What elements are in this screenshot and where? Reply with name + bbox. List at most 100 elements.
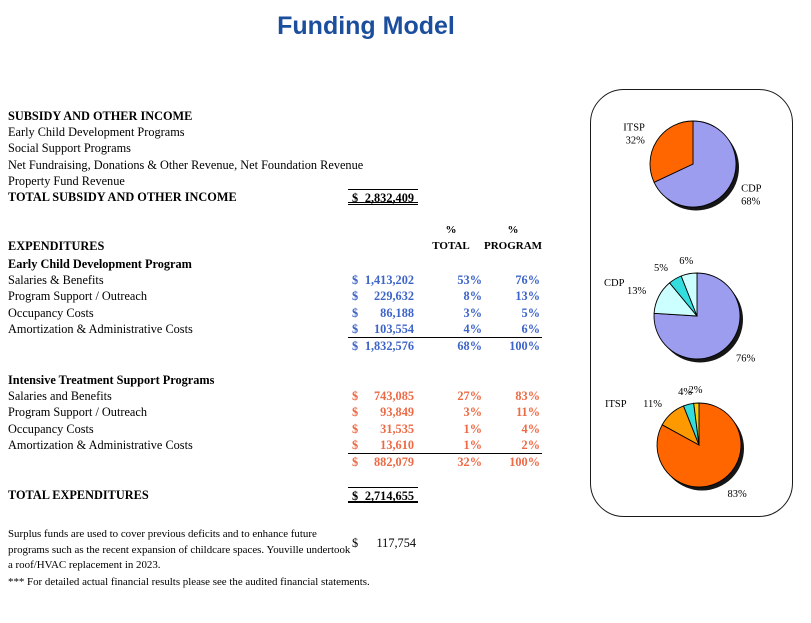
row-label: Amortization & Administrative Costs (8, 321, 193, 336)
row-value: $103,554 (348, 321, 418, 337)
amount: 1,832,576 (364, 338, 414, 353)
table-row: Program Support / Outreach $229,632 8% 1… (8, 288, 542, 304)
table-row: Salaries & Benefits $1,413,202 53% 76% (8, 272, 542, 288)
pct-program: 83% (515, 389, 540, 404)
pie-slice (693, 402, 700, 446)
pct-total: 1% (463, 437, 482, 452)
pct-total: 27% (457, 389, 482, 404)
income-line: Net Fundraising, Donations & Other Reven… (8, 157, 364, 172)
pct-program: 6% (521, 321, 540, 336)
table-row: Salaries and Benefits $743,085 27% 83% (8, 388, 542, 404)
row-label: Salaries & Benefits (8, 273, 104, 288)
subtotal-pct-total: 68% (457, 338, 482, 353)
pie-itsp-expenditure-breakdown: 83% 11% 4%2% ITSP (605, 385, 747, 500)
group-name: Intensive Treatment Support Programs (8, 373, 215, 387)
amount: 93,849 (380, 405, 414, 420)
table-row: Occupancy Costs $86,188 3% 5% (8, 305, 542, 321)
amount: 1,413,202 (364, 273, 414, 288)
pct-sign-program: % (507, 224, 519, 236)
amount: 103,554 (374, 321, 414, 336)
pie-funding-split: CDP 68% ITSP 32% (623, 120, 762, 211)
pct-program: 2% (521, 437, 540, 452)
amount: 13,610 (380, 437, 414, 452)
currency-symbol: $ (352, 454, 359, 469)
pie-slice (649, 120, 694, 183)
pie-slice-label: 11% (643, 399, 662, 410)
currency-symbol: $ (352, 489, 359, 503)
pie-slice-label: 68% (741, 197, 761, 208)
currency-symbol: $ (352, 405, 359, 420)
pie-charts-svg: CDP 68% ITSP 32% 76% 13% 5% 6% CDP 83% 11% 4%2% ITSP (604, 120, 762, 500)
pie-slice (680, 272, 698, 317)
total-expenditures-section: TOTAL EXPENDITURES $ 2,714,655 (8, 487, 418, 504)
pct-program: 13% (515, 289, 540, 304)
amount: 229,632 (374, 289, 414, 304)
row-value: $743,085 (348, 388, 418, 404)
row-label: Amortization & Administrative Costs (8, 437, 193, 452)
pct-total: 8% (463, 289, 482, 304)
subtotal-value: $882,079 (348, 454, 418, 469)
pie-slice-label: 5% (654, 263, 668, 274)
subtotal-value: $1,832,576 (348, 338, 418, 353)
row-label: Occupancy Costs (8, 305, 94, 320)
footnote: *** For detailed actual financial result… (8, 576, 370, 588)
pct-total: 53% (457, 273, 482, 288)
row-label: Salaries and Benefits (8, 389, 112, 404)
col-header-program: PROGRAM (484, 240, 543, 253)
pie-slice (653, 120, 737, 208)
subtotal-row: $882,079 32% 100% (8, 452, 542, 469)
pct-total: 4% (463, 321, 482, 336)
income-header: SUBSIDY AND OTHER INCOME (8, 109, 193, 123)
amount: 31,535 (380, 421, 414, 436)
table-row: Amortization & Administrative Costs $13,… (8, 437, 542, 453)
currency-symbol: $ (352, 273, 359, 288)
pie-side-label: ITSP (605, 399, 627, 410)
currency-symbol: $ (352, 536, 359, 550)
pie-slice-label: 76% (736, 354, 756, 365)
pie-cdp-expenditure-breakdown: 76% 13% 5% 6% CDP (604, 256, 756, 365)
pie-slice-label: 4% (678, 387, 692, 398)
pie-slice-label: ITSP (623, 123, 645, 134)
surplus-value: $ 117,754 (352, 536, 416, 551)
currency-symbol: $ (352, 421, 359, 436)
total-expenditures-row: TOTAL EXPENDITURES $ 2,714,655 (8, 487, 418, 504)
group-name: Early Child Development Program (8, 257, 192, 271)
currency-symbol: $ (352, 289, 359, 304)
expenditures-header: EXPENDITURES (8, 239, 105, 254)
row-value: $13,610 (348, 437, 418, 453)
amount: 743,085 (374, 389, 414, 404)
pie-side-label: CDP (604, 278, 625, 289)
currency-symbol: $ (352, 389, 359, 404)
income-section: SUBSIDY AND OTHER INCOME Early Child Dev… (8, 108, 418, 206)
pie-slice-label: CDP (741, 184, 762, 195)
table-row: Occupancy Costs $31,535 1% 4% (8, 421, 542, 437)
row-label: Occupancy Costs (8, 421, 94, 436)
pct-total: 3% (463, 405, 482, 420)
income-total-row: TOTAL SUBSIDY AND OTHER INCOME $ 2,832,4… (8, 188, 418, 206)
surplus-note: Surplus funds are used to cover previous… (8, 528, 351, 571)
currency-symbol: $ (352, 437, 359, 452)
pct-program: 4% (521, 421, 540, 436)
page-title: Funding Model (277, 12, 455, 40)
pie-slice-label: 83% (728, 489, 748, 500)
row-value: $229,632 (348, 288, 418, 304)
amount: 117,754 (376, 536, 416, 550)
currency-symbol: $ (352, 190, 359, 205)
row-value: $86,188 (348, 305, 418, 321)
row-label: Program Support / Outreach (8, 289, 147, 304)
row-value: $1,413,202 (348, 272, 418, 288)
cdp-group: Early Child Development Program Salaries… (8, 256, 542, 353)
pie-slice-label: 2% (689, 385, 703, 396)
currency-symbol: $ (352, 305, 359, 320)
pct-sign-row: % % (8, 222, 542, 238)
income-line: Early Child Development Programs (8, 125, 185, 140)
row-label: Program Support / Outreach (8, 405, 147, 420)
income-line: Property Fund Revenue (8, 173, 125, 188)
pct-total: 3% (463, 305, 482, 320)
subtotal-pct-program: 100% (509, 338, 540, 353)
pct-sign-total: % (445, 224, 457, 236)
subtotal-pct-total: 32% (457, 454, 482, 469)
row-value: $93,849 (348, 404, 418, 420)
total-expenditures-value: $ 2,714,655 (348, 487, 418, 504)
